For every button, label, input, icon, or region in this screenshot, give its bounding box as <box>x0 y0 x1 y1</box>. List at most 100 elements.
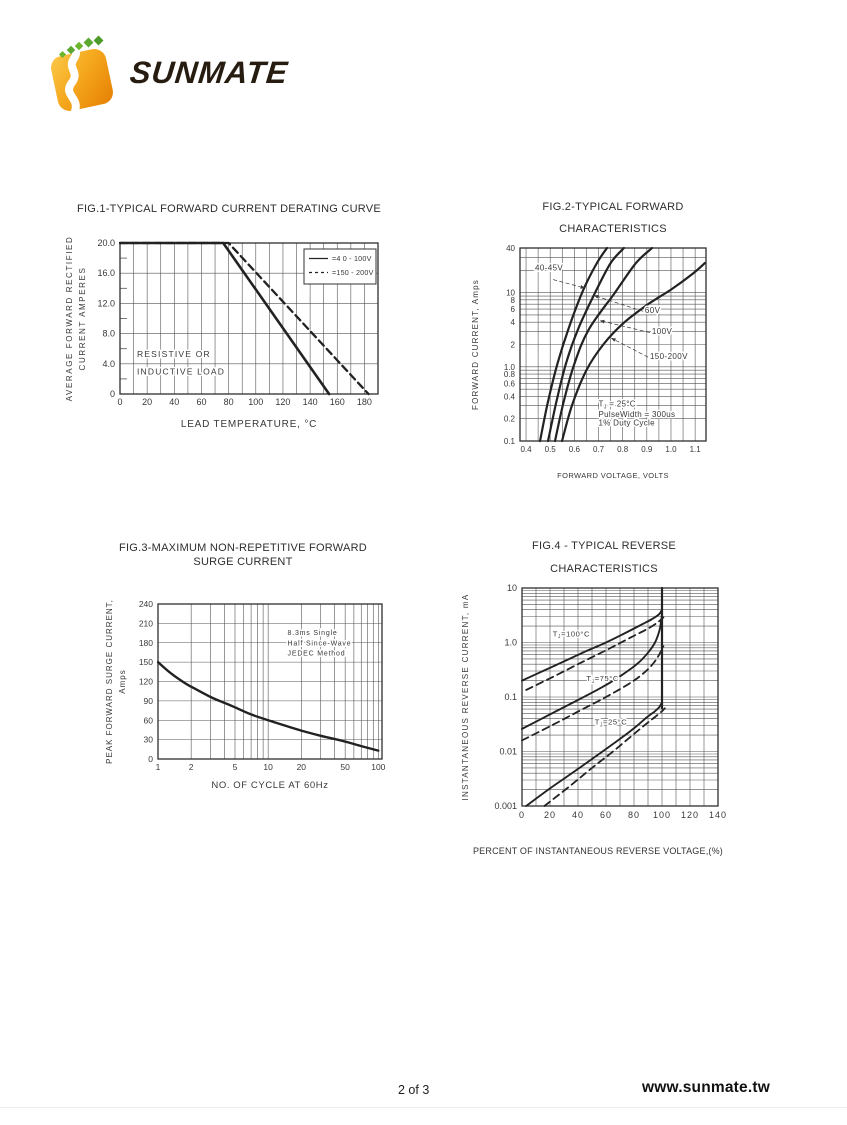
svg-text:20: 20 <box>544 810 556 820</box>
svg-text:0.1: 0.1 <box>504 437 516 446</box>
svg-text:2: 2 <box>511 341 516 350</box>
svg-text:140: 140 <box>303 397 318 407</box>
svg-text:=4 0 - 100V: =4 0 - 100V <box>332 254 372 263</box>
svg-text:150-200V: 150-200V <box>650 352 688 361</box>
svg-text:16.0: 16.0 <box>97 268 115 278</box>
svg-text:100V: 100V <box>652 327 673 336</box>
svg-text:10: 10 <box>506 289 515 298</box>
svg-text:60V: 60V <box>645 306 661 315</box>
fig3-curves <box>157 660 380 752</box>
svg-text:TJ = 25°C: TJ = 25°C <box>599 400 636 411</box>
fig4-series-TJ=25C dashed <box>543 707 666 807</box>
svg-text:1% Duty Cycle: 1% Duty Cycle <box>599 418 656 427</box>
fig3-grid <box>158 604 382 759</box>
sunmate-logo-icon <box>51 35 113 117</box>
website-link[interactable]: www.sunmate.tw <box>642 1079 770 1096</box>
fig2-title-line2: CHARACTERISTICS <box>559 223 667 235</box>
svg-text:0: 0 <box>110 389 115 399</box>
fig1-curves <box>119 241 370 396</box>
footer-divider <box>0 1107 847 1108</box>
svg-text:TJ=75°C: TJ=75°C <box>586 674 618 685</box>
fig4-series-TJ=100C dashed <box>525 616 665 691</box>
svg-text:20: 20 <box>142 397 152 407</box>
fig4-chart-canvas: TJ=100°C TJ=75°C TJ=25°C 0 20 40 60 80 100 120 140… <box>461 583 726 820</box>
svg-text:20: 20 <box>297 762 307 772</box>
svg-text:40: 40 <box>506 244 515 253</box>
svg-text:0.9: 0.9 <box>641 445 653 454</box>
svg-text:INSTANTANEOUS REVERSE CURRENT,: INSTANTANEOUS REVERSE CURRENT, mA <box>461 593 470 800</box>
svg-text:1: 1 <box>156 762 161 772</box>
svg-text:80: 80 <box>628 810 640 820</box>
svg-text:0.4: 0.4 <box>504 392 516 401</box>
fig2-tick-labels: 0.4 0.5 0.6 0.7 0.8 0.9 1.0 1.1401086421.00.80.… <box>504 244 701 454</box>
svg-text:40: 40 <box>169 397 179 407</box>
fig4-x-axis-label: PERCENT OF INSTANTANEOUS REVERSE VOLTAGE… <box>472 846 723 856</box>
svg-text:4: 4 <box>511 318 516 327</box>
fig3-annotations: 8.3ms Single Half Since-Wave JEDEC Method <box>286 629 352 660</box>
svg-text:TJ=25°C: TJ=25°C <box>595 718 627 729</box>
svg-text:0: 0 <box>117 397 122 407</box>
svg-text:8.0: 8.0 <box>102 329 115 339</box>
svg-text:50: 50 <box>340 762 350 772</box>
svg-text:FORWARD VOLTAGE, VOLTS: FORWARD VOLTAGE, VOLTS <box>557 471 669 480</box>
svg-text:0.6: 0.6 <box>504 379 516 388</box>
svg-text:RESISTIVE OR: RESISTIVE OR <box>137 349 211 359</box>
sunmate-wordmark: SUNMATE <box>128 55 290 90</box>
fig4-title-line1: FIG.4 - TYPICAL REVERSE <box>532 540 676 552</box>
svg-text:100: 100 <box>248 397 263 407</box>
svg-text:160: 160 <box>330 397 345 407</box>
svg-text:40: 40 <box>572 810 584 820</box>
svg-text:0.7: 0.7 <box>593 445 605 454</box>
fig1-chart-canvas: RESISTIVE OR INDUCTIVE LOAD =4 0 - 100V =15… <box>65 236 379 430</box>
svg-text:1.0: 1.0 <box>504 638 517 648</box>
svg-text:60: 60 <box>600 810 612 820</box>
fig4-series-TJ=100C solid <box>521 608 663 682</box>
fig2-chart-canvas: 40-45V 60V 100V 150-200V TJ = 25°CPulseWidth… <box>471 244 707 480</box>
fig2-title-line1: FIG.2-TYPICAL FORWARD <box>542 201 684 213</box>
svg-text:PEAK FORWARD SURGE CURRENT,: PEAK FORWARD SURGE CURRENT, <box>105 599 114 764</box>
fig4-series-TJ=75C solid <box>521 612 663 730</box>
fig4-title-line2: CHARACTERISTICS <box>550 563 658 575</box>
svg-text:150: 150 <box>139 657 153 667</box>
page-indicator: 2 of 3 <box>398 1083 430 1097</box>
svg-text:180: 180 <box>357 397 372 407</box>
svg-text:Half Since-Wave: Half Since-Wave <box>288 640 352 647</box>
fig3-title-line2: SURGE CURRENT <box>193 556 293 568</box>
fig2-series-100V <box>553 246 654 443</box>
svg-text:8.3ms Single: 8.3ms Single <box>288 630 338 637</box>
fig1-legend: =4 0 - 100V =150 - 200V <box>303 248 377 285</box>
fig2-series-150-200V <box>560 262 706 443</box>
svg-text:0: 0 <box>519 810 525 820</box>
svg-text:Amps: Amps <box>118 669 127 693</box>
svg-text:80: 80 <box>224 397 234 407</box>
svg-text:180: 180 <box>139 638 153 648</box>
fig3-chart-canvas: 8.3ms Single Half Since-Wave JEDEC Method 1… <box>105 599 386 791</box>
svg-text:2: 2 <box>189 762 194 772</box>
fig1-series-150-200V <box>119 241 370 396</box>
svg-text:6: 6 <box>511 305 516 314</box>
fig3-tick-labels: 1 2 5 10 20 50 100 240 210 180 150 120 90 60 30 0 <box>139 599 386 772</box>
svg-text:10: 10 <box>263 762 273 772</box>
svg-text:0.8: 0.8 <box>504 370 516 379</box>
fig4-grid <box>522 587 718 806</box>
svg-text:0: 0 <box>148 754 153 764</box>
svg-text:10: 10 <box>507 583 517 593</box>
fig1-plot-border <box>119 242 379 395</box>
svg-text:=150 - 200V: =150 - 200V <box>332 268 374 277</box>
fig4-annotations: TJ=100°C TJ=75°C TJ=25°C <box>551 628 628 730</box>
svg-text:0.5: 0.5 <box>545 445 557 454</box>
svg-text:1.0: 1.0 <box>665 445 677 454</box>
svg-text:0.1: 0.1 <box>504 692 517 702</box>
sunmate-logo: SUNMATE <box>44 34 324 117</box>
fig3-plot-border <box>157 603 383 760</box>
fig2-curves <box>538 246 706 443</box>
svg-text:12.0: 12.0 <box>97 298 115 308</box>
svg-text:0.8: 0.8 <box>617 445 629 454</box>
svg-text:100: 100 <box>653 810 671 820</box>
svg-text:JEDEC Method: JEDEC Method <box>288 651 346 658</box>
fig3-title-line1: FIG.3-MAXIMUM NON-REPETITIVE FORWARD <box>119 542 367 554</box>
svg-text:210: 210 <box>139 618 153 628</box>
svg-text:0.2: 0.2 <box>504 415 516 424</box>
svg-text:FORWARD CURRENT, Amps: FORWARD CURRENT, Amps <box>471 279 480 410</box>
svg-text:NO. OF CYCLE AT 60Hz: NO. OF CYCLE AT 60Hz <box>211 780 328 791</box>
